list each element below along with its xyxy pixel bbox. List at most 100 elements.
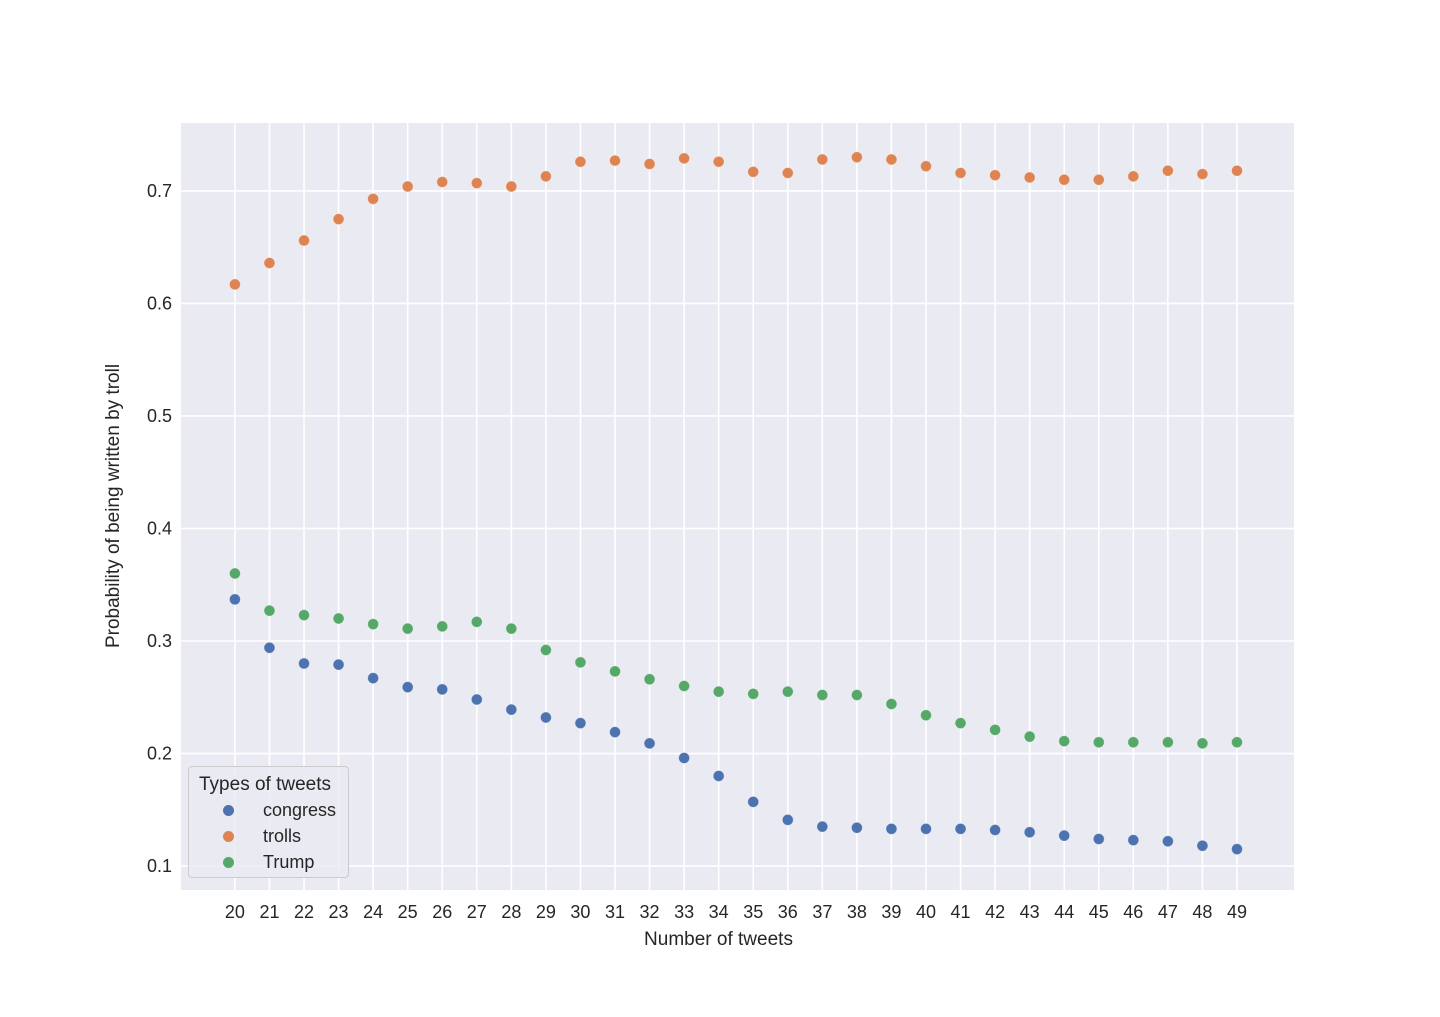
data-point-Trump xyxy=(850,689,863,701)
x-tick-label: 32 xyxy=(640,902,660,922)
x-tick-label: 29 xyxy=(536,902,556,922)
x-tick-label: 39 xyxy=(881,902,901,922)
x-tick-label: 31 xyxy=(605,902,625,922)
data-point-trolls xyxy=(781,167,794,179)
data-point-Trump xyxy=(332,612,345,625)
data-point-Trump xyxy=(643,673,656,686)
data-point-Trump xyxy=(574,656,587,669)
y-axis-title: Probability of being written by troll xyxy=(103,364,124,648)
data-point-Trump xyxy=(298,609,310,622)
data-point-trolls xyxy=(470,177,483,189)
data-point-trolls xyxy=(609,154,621,167)
data-point-congress xyxy=(367,672,380,685)
data-point-trolls xyxy=(1058,173,1071,186)
data-point-trolls xyxy=(1023,171,1036,184)
y-tick-label: 0.2 xyxy=(147,744,172,764)
x-tick-label: 49 xyxy=(1227,902,1247,922)
x-tick-label: 33 xyxy=(674,902,694,922)
x-tick-label: 41 xyxy=(951,902,971,922)
x-tick-label: 40 xyxy=(916,902,936,922)
data-point-trolls xyxy=(367,192,380,205)
data-point-trolls xyxy=(298,234,310,247)
data-point-trolls xyxy=(505,180,518,193)
data-point-congress xyxy=(470,693,483,706)
legend-marker-trump xyxy=(223,856,234,868)
y-tick-label: 0.4 xyxy=(147,518,172,538)
data-point-Trump xyxy=(1196,737,1209,750)
data-point-trolls xyxy=(816,153,829,166)
x-tick-label: 30 xyxy=(570,902,590,922)
x-tick-label: 38 xyxy=(847,902,867,922)
data-point-congress xyxy=(298,657,310,670)
data-point-congress xyxy=(436,683,449,696)
data-point-congress xyxy=(1127,834,1140,847)
data-point-trolls xyxy=(263,257,276,269)
x-tick-label: 23 xyxy=(329,902,349,922)
data-point-Trump xyxy=(1231,736,1243,749)
data-point-trolls xyxy=(850,151,863,164)
data-point-Trump xyxy=(229,567,241,580)
y-tick-label: 0.5 xyxy=(147,406,172,426)
x-tick-label: 25 xyxy=(398,902,418,922)
data-point-Trump xyxy=(263,604,276,617)
data-point-Trump xyxy=(816,689,829,701)
data-point-trolls xyxy=(436,176,449,188)
data-point-trolls xyxy=(747,165,760,178)
data-point-Trump xyxy=(1092,736,1105,749)
data-point-congress xyxy=(609,726,621,739)
x-tick-label: 26 xyxy=(432,902,452,922)
x-tick-label: 45 xyxy=(1089,902,1109,922)
data-point-Trump xyxy=(781,685,794,698)
data-point-trolls xyxy=(954,167,967,179)
data-point-Trump xyxy=(712,685,725,698)
data-point-trolls xyxy=(678,152,691,165)
data-point-Trump xyxy=(954,717,967,730)
data-point-congress xyxy=(1092,833,1105,845)
data-point-congress xyxy=(229,593,241,606)
data-point-Trump xyxy=(436,620,449,633)
x-tick-label: 36 xyxy=(778,902,798,922)
legend-label-trump: Trump xyxy=(263,851,315,872)
data-point-trolls xyxy=(401,180,414,193)
data-point-congress xyxy=(263,641,276,654)
y-tick-label: 0.7 xyxy=(147,181,172,201)
data-point-congress xyxy=(920,823,932,835)
data-point-Trump xyxy=(920,709,932,722)
data-point-Trump xyxy=(367,618,380,631)
data-point-congress xyxy=(989,824,1002,836)
data-point-trolls xyxy=(989,169,1002,182)
data-point-Trump xyxy=(609,665,621,678)
data-point-Trump xyxy=(401,622,414,635)
data-point-congress xyxy=(1231,843,1243,856)
data-point-trolls xyxy=(1196,168,1209,180)
data-point-Trump xyxy=(747,687,760,700)
data-point-congress xyxy=(850,821,863,834)
data-point-trolls xyxy=(643,158,656,170)
x-tick-label: 48 xyxy=(1192,902,1212,922)
data-point-congress xyxy=(1058,829,1071,842)
data-point-congress xyxy=(816,820,829,833)
legend-title: Types of tweets xyxy=(199,774,332,795)
legend-label-trolls: trolls xyxy=(263,825,302,846)
data-point-Trump xyxy=(989,723,1002,736)
legend: Types of tweets congress trolls Trump xyxy=(188,766,349,878)
data-point-Trump xyxy=(1161,736,1174,749)
legend-item-trump: Trump xyxy=(199,849,338,875)
data-point-congress xyxy=(539,711,552,724)
legend-marker-congress xyxy=(223,804,234,816)
data-point-trolls xyxy=(539,170,552,183)
data-point-Trump xyxy=(505,622,518,635)
legend-item-congress: congress xyxy=(199,797,338,823)
data-point-trolls xyxy=(1092,173,1105,186)
x-tick-label: 43 xyxy=(1020,902,1040,922)
data-point-congress xyxy=(781,814,794,826)
data-point-Trump xyxy=(1058,735,1071,748)
data-point-congress xyxy=(643,737,656,750)
data-point-congress xyxy=(1023,826,1036,839)
x-tick-label: 20 xyxy=(225,902,245,922)
data-point-trolls xyxy=(332,213,345,225)
data-point-trolls xyxy=(1231,164,1243,177)
data-point-congress xyxy=(332,658,345,671)
